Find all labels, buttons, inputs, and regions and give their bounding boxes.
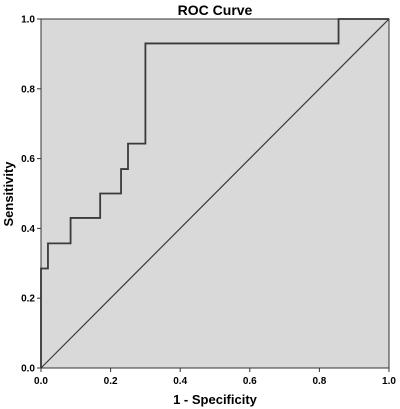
axis-ticks: 0.0 0.2 0.4 0.6 0.8 1.0 0.0 0.2 0.4 0.6 0.8 1.0: [21, 15, 396, 388]
y-tick-label: 0.0: [21, 364, 35, 375]
reference-diagonal-line: [40, 18, 390, 369]
y-tick-label: 0.2: [21, 294, 35, 305]
chart-title: ROC Curve: [178, 2, 253, 18]
y-tick-label: 0.4: [21, 224, 35, 235]
x-tick-label: 0.2: [104, 376, 118, 387]
x-tick-label: 0.0: [34, 376, 48, 387]
plot-frame: [40, 18, 390, 369]
x-tick-label: 0.4: [173, 376, 187, 387]
plot-lines: [40, 18, 390, 369]
x-tick-label: 0.8: [312, 376, 326, 387]
x-axis-label: 1 - Specificity: [173, 392, 258, 407]
y-tick-label: 0.8: [21, 84, 35, 95]
y-tick-label: 0.6: [21, 154, 35, 165]
roc-curve-line: [40, 18, 389, 368]
y-tick-label: 1.0: [21, 15, 35, 26]
y-axis-label: Sensitivity: [1, 161, 16, 227]
x-tick-label: 1.0: [382, 376, 396, 387]
x-tick-label: 0.6: [243, 376, 257, 387]
